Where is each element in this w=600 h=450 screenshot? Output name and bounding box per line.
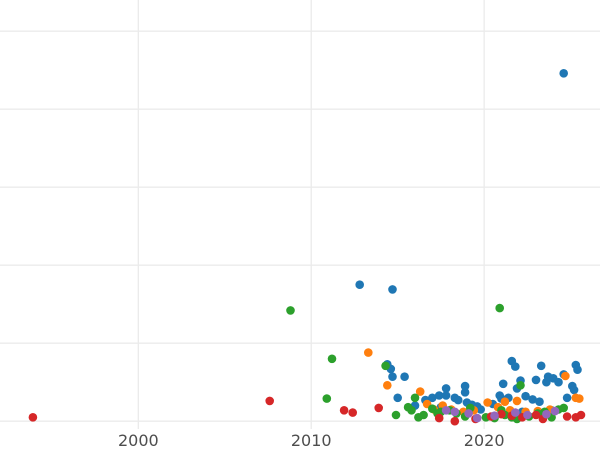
data-point (460, 388, 470, 397)
x-tick-label: 2010 (291, 431, 332, 450)
data-point (450, 407, 460, 417)
data-points (28, 69, 586, 426)
data-point (573, 365, 582, 375)
data-point (381, 361, 390, 371)
data-point (528, 395, 537, 404)
data-point (559, 69, 568, 78)
data-point (265, 396, 275, 406)
data-point (511, 408, 520, 417)
data-point (559, 403, 568, 413)
data-point (28, 413, 38, 422)
data-point (483, 398, 492, 407)
data-point (327, 354, 337, 364)
data-point (419, 410, 428, 420)
data-point (511, 362, 520, 371)
data-point (512, 396, 522, 406)
data-point (498, 379, 508, 389)
data-point (569, 385, 579, 395)
data-point (355, 280, 365, 290)
data-point (441, 391, 451, 400)
data-point (550, 406, 560, 416)
data-point (410, 393, 420, 403)
data-point (391, 410, 401, 420)
data-point (516, 381, 525, 390)
data-point (561, 371, 570, 381)
data-point (428, 393, 437, 403)
data-point (490, 411, 499, 421)
x-tick-label: 2020 (464, 431, 505, 450)
data-point (464, 409, 473, 418)
data-point (339, 406, 349, 415)
data-point (322, 394, 332, 403)
data-point (536, 361, 546, 371)
data-point (450, 416, 460, 426)
data-point (393, 393, 403, 403)
data-point (500, 397, 510, 407)
data-point (497, 409, 506, 419)
data-point (562, 393, 572, 403)
data-point (415, 387, 425, 396)
x-axis-ticks: 2000 2010 2020 (118, 431, 505, 450)
data-point (521, 391, 530, 401)
data-point (495, 303, 505, 313)
data-point (388, 372, 397, 382)
data-point (535, 397, 544, 407)
data-point (542, 409, 551, 419)
data-point (576, 410, 586, 420)
data-point (434, 413, 444, 423)
data-point (460, 381, 470, 391)
data-point (441, 384, 451, 393)
data-point (453, 395, 463, 405)
grid (0, 0, 600, 429)
data-point (476, 405, 486, 414)
data-point (407, 406, 416, 415)
data-point (348, 408, 358, 417)
data-point (531, 375, 541, 385)
data-point (554, 377, 563, 387)
data-point (434, 391, 444, 400)
data-point (575, 394, 584, 403)
data-point (472, 413, 482, 423)
x-tick-label: 2000 (118, 431, 159, 450)
data-point (374, 403, 384, 413)
data-point (441, 406, 451, 415)
data-point (388, 285, 397, 294)
data-point (400, 372, 409, 382)
data-point (383, 381, 392, 390)
data-point (364, 348, 373, 357)
data-point (286, 306, 295, 315)
data-point (523, 410, 532, 420)
data-point (531, 410, 541, 420)
data-point (562, 412, 572, 421)
